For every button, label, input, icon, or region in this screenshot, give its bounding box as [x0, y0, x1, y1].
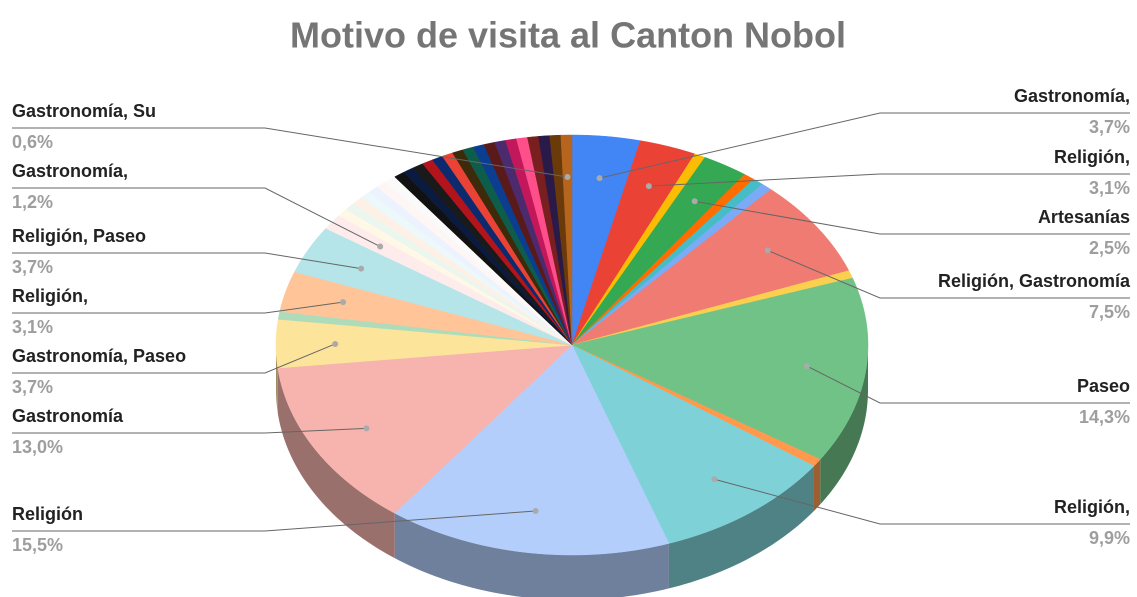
leader-dot: [377, 243, 384, 250]
slice: [571, 189, 850, 346]
slice: [571, 157, 746, 346]
leader-dot: [363, 425, 370, 432]
leader-dot: [691, 198, 698, 205]
slice: [277, 344, 573, 514]
slice-value-label: 14,3%: [1079, 407, 1130, 427]
slice-value-label: 3,7%: [12, 257, 53, 277]
leader-line: [12, 510, 536, 532]
slice: [560, 134, 573, 346]
slice: [571, 344, 815, 544]
leader-dot: [532, 508, 539, 515]
slice-value-label: 9,9%: [1089, 528, 1130, 548]
slice: [275, 319, 573, 369]
leader-line: [12, 187, 381, 247]
leader-dot: [596, 175, 603, 182]
slice: [571, 277, 869, 460]
slice-label: Religión, Paseo: [12, 226, 146, 246]
leader-line: [12, 252, 362, 270]
slice-value-label: 13,0%: [12, 437, 63, 457]
leader-line: [12, 343, 336, 374]
slice-side: [277, 368, 395, 559]
leader-line: [714, 478, 1130, 525]
leader-dot: [764, 247, 771, 254]
slice-side: [394, 513, 669, 597]
slice-value-label: 15,5%: [12, 535, 63, 555]
leader-line: [12, 427, 367, 434]
slice: [279, 271, 573, 346]
slice-value-label: 0,6%: [12, 132, 53, 152]
leader-line: [599, 112, 1130, 179]
slice-value-label: 2,5%: [1089, 238, 1130, 258]
slice-label: Religión: [12, 504, 83, 524]
slice-value-label: 7,5%: [1089, 302, 1130, 322]
slice-value-label: 3,1%: [1089, 178, 1130, 198]
slice-label: Religión,: [1054, 147, 1130, 167]
slice-value-label: 3,7%: [1089, 117, 1130, 137]
leader-dot: [803, 363, 810, 370]
slice-value-label: 3,7%: [12, 377, 53, 397]
slice-side: [820, 345, 868, 505]
slice-label: Gastronomía, Paseo: [12, 346, 186, 366]
leader-line: [12, 301, 344, 314]
leader-dot: [711, 476, 718, 483]
slice-side: [813, 459, 821, 511]
leader-dot: [332, 340, 339, 347]
slice-label: Paseo: [1077, 376, 1130, 396]
leader-line: [806, 365, 1130, 404]
slice: [571, 140, 696, 346]
leader-line: [12, 127, 568, 178]
slice-label: Gastronomía, Su: [12, 101, 156, 121]
slice: [571, 134, 641, 346]
slice-side: [276, 345, 278, 414]
leader-dot: [358, 265, 365, 272]
slice-label: Artesanías: [1038, 207, 1130, 227]
slice-label: Religión,: [12, 286, 88, 306]
slice-label: Gastronomía,: [12, 161, 128, 181]
slice: [394, 344, 670, 556]
slice-value-label: 1,2%: [12, 192, 53, 212]
leader-line: [767, 249, 1130, 299]
slice-label: Religión, Gastronomía: [938, 271, 1131, 291]
leader-line: [648, 173, 1130, 187]
leader-line: [694, 200, 1130, 235]
slice-value-label: 3,1%: [12, 317, 53, 337]
slice: [294, 228, 573, 346]
slice-label: Gastronomía,: [1014, 86, 1130, 106]
slice-label: Gastronomía: [12, 406, 124, 426]
slice-label: Religión,: [1054, 497, 1130, 517]
leader-dot: [564, 174, 571, 181]
chart-title: Motivo de visita al Canton Nobol: [290, 15, 846, 56]
leader-dot: [645, 183, 652, 190]
leader-dot: [340, 299, 347, 306]
